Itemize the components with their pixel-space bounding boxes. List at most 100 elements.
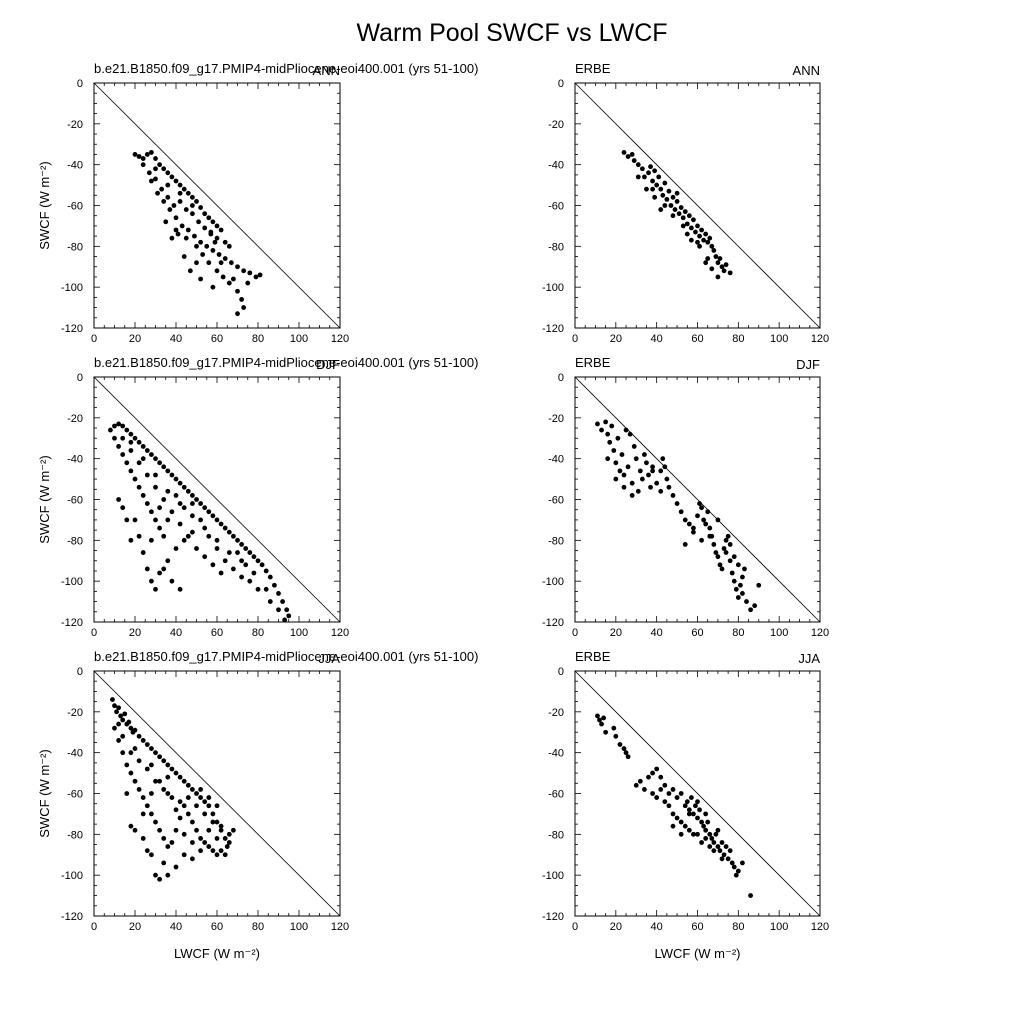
data-point — [247, 578, 253, 584]
data-point — [267, 574, 273, 580]
data-point — [670, 213, 676, 219]
data-point — [169, 235, 175, 241]
data-point — [276, 607, 281, 613]
data-point — [709, 266, 715, 272]
data-point — [183, 235, 189, 241]
data-point — [120, 435, 126, 441]
data-point — [678, 819, 684, 825]
data-point — [144, 448, 150, 453]
x-axis-label: LWCF (W m⁻²) — [174, 946, 260, 961]
data-point — [206, 803, 212, 809]
y-tick-label: 0 — [558, 372, 564, 384]
data-point — [699, 819, 704, 825]
data-point — [165, 791, 171, 796]
data-point — [611, 725, 617, 731]
y-axis-label: SWCF (W m⁻²) — [37, 455, 52, 543]
data-point — [165, 517, 171, 523]
x-tick-label: 0 — [572, 627, 578, 639]
data-point — [658, 774, 664, 780]
data-point — [752, 603, 758, 609]
data-point — [144, 803, 150, 809]
data-point — [719, 840, 725, 845]
y-tick-label: -40 — [548, 454, 564, 466]
data-point — [198, 795, 204, 800]
data-point — [149, 178, 154, 184]
data-point — [140, 456, 146, 462]
data-point — [112, 725, 117, 731]
data-point — [735, 595, 741, 600]
data-point — [159, 186, 165, 192]
data-point — [155, 190, 160, 196]
data-point — [202, 811, 208, 817]
data-point — [680, 223, 686, 229]
data-point — [194, 199, 199, 204]
data-point — [210, 513, 216, 519]
data-point — [719, 566, 725, 572]
data-point — [226, 280, 232, 286]
one-to-one-line — [574, 670, 821, 917]
data-point — [625, 464, 631, 470]
data-point — [210, 819, 216, 825]
data-point — [619, 452, 625, 457]
data-point — [272, 582, 277, 588]
panel-left-label: b.e21.B1850.f09_g17.PMIP4-midPliocene-eo… — [94, 649, 478, 664]
data-point — [701, 823, 707, 829]
data-point — [284, 607, 290, 613]
data-point — [149, 791, 154, 796]
data-point — [680, 215, 686, 221]
data-point — [144, 742, 150, 747]
x-tick-label: 120 — [331, 627, 349, 639]
data-point — [658, 488, 664, 494]
data-point — [695, 815, 700, 821]
data-point — [650, 468, 655, 474]
data-point — [146, 170, 152, 176]
data-point — [210, 562, 216, 568]
y-tick-label: 0 — [558, 666, 564, 678]
data-point — [737, 582, 743, 588]
data-point — [646, 472, 651, 478]
data-point — [136, 484, 142, 490]
data-point — [198, 848, 204, 854]
data-point — [173, 807, 179, 813]
data-point — [140, 156, 146, 161]
data-point — [144, 472, 150, 478]
y-tick-label: -100 — [61, 576, 83, 588]
x-tick-label: 100 — [770, 627, 788, 639]
data-point — [727, 542, 733, 547]
data-point — [157, 754, 163, 760]
data-point — [674, 501, 680, 506]
data-point — [711, 248, 717, 253]
data-point — [711, 840, 717, 845]
panel-model-ann: 0 20 40 60 80 100 120 0 -20 -40 -60 -80 -100 -120 b.e2… — [37, 61, 478, 345]
data-point — [693, 803, 698, 809]
data-point — [222, 525, 228, 531]
data-point — [165, 468, 171, 474]
data-point — [210, 219, 216, 225]
one-to-one-line — [93, 670, 341, 917]
data-point — [613, 460, 619, 466]
data-point — [654, 795, 660, 800]
x-tick-label: 80 — [732, 921, 744, 933]
x-tick-label: 80 — [252, 333, 264, 345]
data-point — [682, 823, 688, 829]
data-point — [243, 562, 249, 568]
data-point — [218, 823, 224, 829]
data-point — [157, 162, 163, 168]
data-point — [725, 533, 731, 539]
data-point — [163, 219, 169, 225]
data-point — [194, 791, 199, 796]
y-tick-label: -100 — [61, 282, 83, 294]
data-point — [597, 717, 602, 723]
data-point — [648, 484, 653, 490]
data-point — [153, 166, 158, 172]
data-point — [674, 199, 680, 204]
x-tick-label: 120 — [811, 627, 829, 639]
data-point — [202, 525, 208, 531]
data-point — [149, 762, 154, 768]
x-tick-label: 40 — [170, 921, 182, 933]
data-point — [678, 509, 684, 515]
data-point — [128, 823, 134, 829]
data-point — [198, 205, 204, 210]
data-point — [218, 260, 224, 266]
x-tick-label: 0 — [572, 921, 578, 933]
